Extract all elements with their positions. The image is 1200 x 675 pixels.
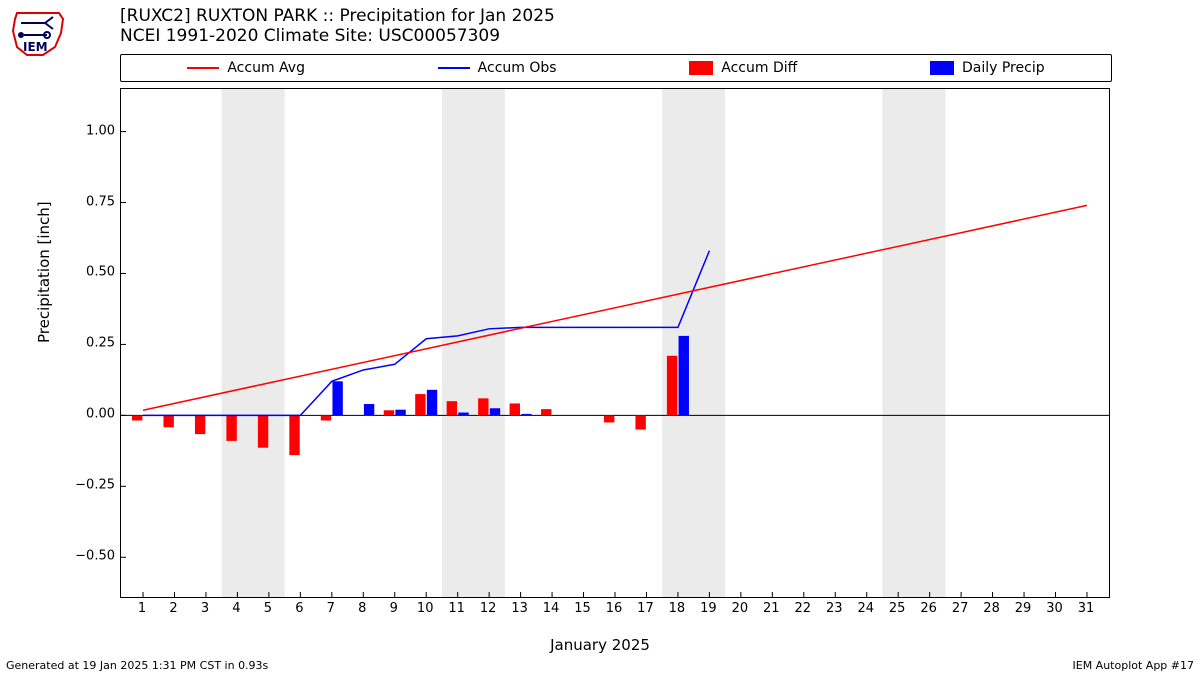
xtick-label: 8 — [358, 601, 366, 616]
legend-swatch — [187, 67, 219, 69]
xtick-label: 11 — [448, 601, 465, 616]
xtick-label: 17 — [637, 601, 654, 616]
xtick-label: 29 — [1015, 601, 1032, 616]
xtick-label: 15 — [574, 601, 591, 616]
xtick-label: 20 — [732, 601, 749, 616]
ytick-label: 0.50 — [86, 265, 115, 280]
xtick-label: 5 — [264, 601, 272, 616]
xtick-label: 13 — [511, 601, 528, 616]
xtick-label: 22 — [795, 601, 812, 616]
footer-left: Generated at 19 Jan 2025 1:31 PM CST in … — [6, 659, 268, 672]
legend-item: Accum Obs — [438, 60, 557, 76]
legend-label: Daily Precip — [962, 60, 1045, 76]
plot-area — [120, 88, 1110, 598]
xtick-label: 27 — [952, 601, 969, 616]
footer-right: IEM Autoplot App #17 — [1073, 659, 1195, 672]
x-axis-label: January 2025 — [0, 636, 1200, 654]
legend-item: Accum Diff — [689, 60, 797, 76]
xtick-label: 30 — [1046, 601, 1063, 616]
xtick-label: 19 — [700, 601, 717, 616]
chart-title: [RUXC2] RUXTON PARK :: Precipitation for… — [120, 6, 555, 46]
xtick-label: 16 — [606, 601, 623, 616]
xtick-label: 25 — [889, 601, 906, 616]
ytick-label: 0.00 — [86, 407, 115, 422]
legend-swatch — [689, 61, 713, 75]
xtick-label: 24 — [857, 601, 874, 616]
legend-label: Accum Diff — [721, 60, 797, 76]
ytick-label: 0.75 — [86, 194, 115, 209]
title-main: [RUXC2] RUXTON PARK :: Precipitation for… — [120, 6, 555, 26]
legend-label: Accum Obs — [478, 60, 557, 76]
legend-label: Accum Avg — [227, 60, 305, 76]
legend-item: Daily Precip — [930, 60, 1045, 76]
xtick-label: 2 — [169, 601, 177, 616]
xtick-label: 26 — [920, 601, 937, 616]
title-sub: NCEI 1991-2020 Climate Site: USC00057309 — [120, 26, 555, 46]
legend-item: Accum Avg — [187, 60, 305, 76]
ytick-label: −0.50 — [75, 549, 115, 564]
iem-logo: IEM — [5, 5, 69, 60]
xtick-label: 12 — [480, 601, 497, 616]
legend: Accum Avg Accum Obs Accum Diff Daily Precip — [120, 54, 1112, 82]
xtick-label: 31 — [1078, 601, 1095, 616]
xtick-label: 9 — [390, 601, 398, 616]
ytick-label: 1.00 — [86, 123, 115, 138]
y-axis-label: Precipitation [inch] — [35, 201, 53, 343]
xtick-label: 23 — [826, 601, 843, 616]
xtick-label: 4 — [232, 601, 240, 616]
xtick-label: 14 — [543, 601, 560, 616]
svg-text:IEM: IEM — [23, 40, 48, 54]
ytick-label: 0.25 — [86, 336, 115, 351]
xtick-label: 10 — [417, 601, 434, 616]
xtick-label: 6 — [295, 601, 303, 616]
xtick-label: 1 — [138, 601, 146, 616]
legend-swatch — [930, 61, 954, 75]
legend-swatch — [438, 67, 470, 69]
xtick-label: 18 — [669, 601, 686, 616]
xtick-label: 7 — [327, 601, 335, 616]
xtick-label: 28 — [983, 601, 1000, 616]
xtick-label: 21 — [763, 601, 780, 616]
ytick-label: −0.25 — [75, 478, 115, 493]
xtick-label: 3 — [201, 601, 209, 616]
